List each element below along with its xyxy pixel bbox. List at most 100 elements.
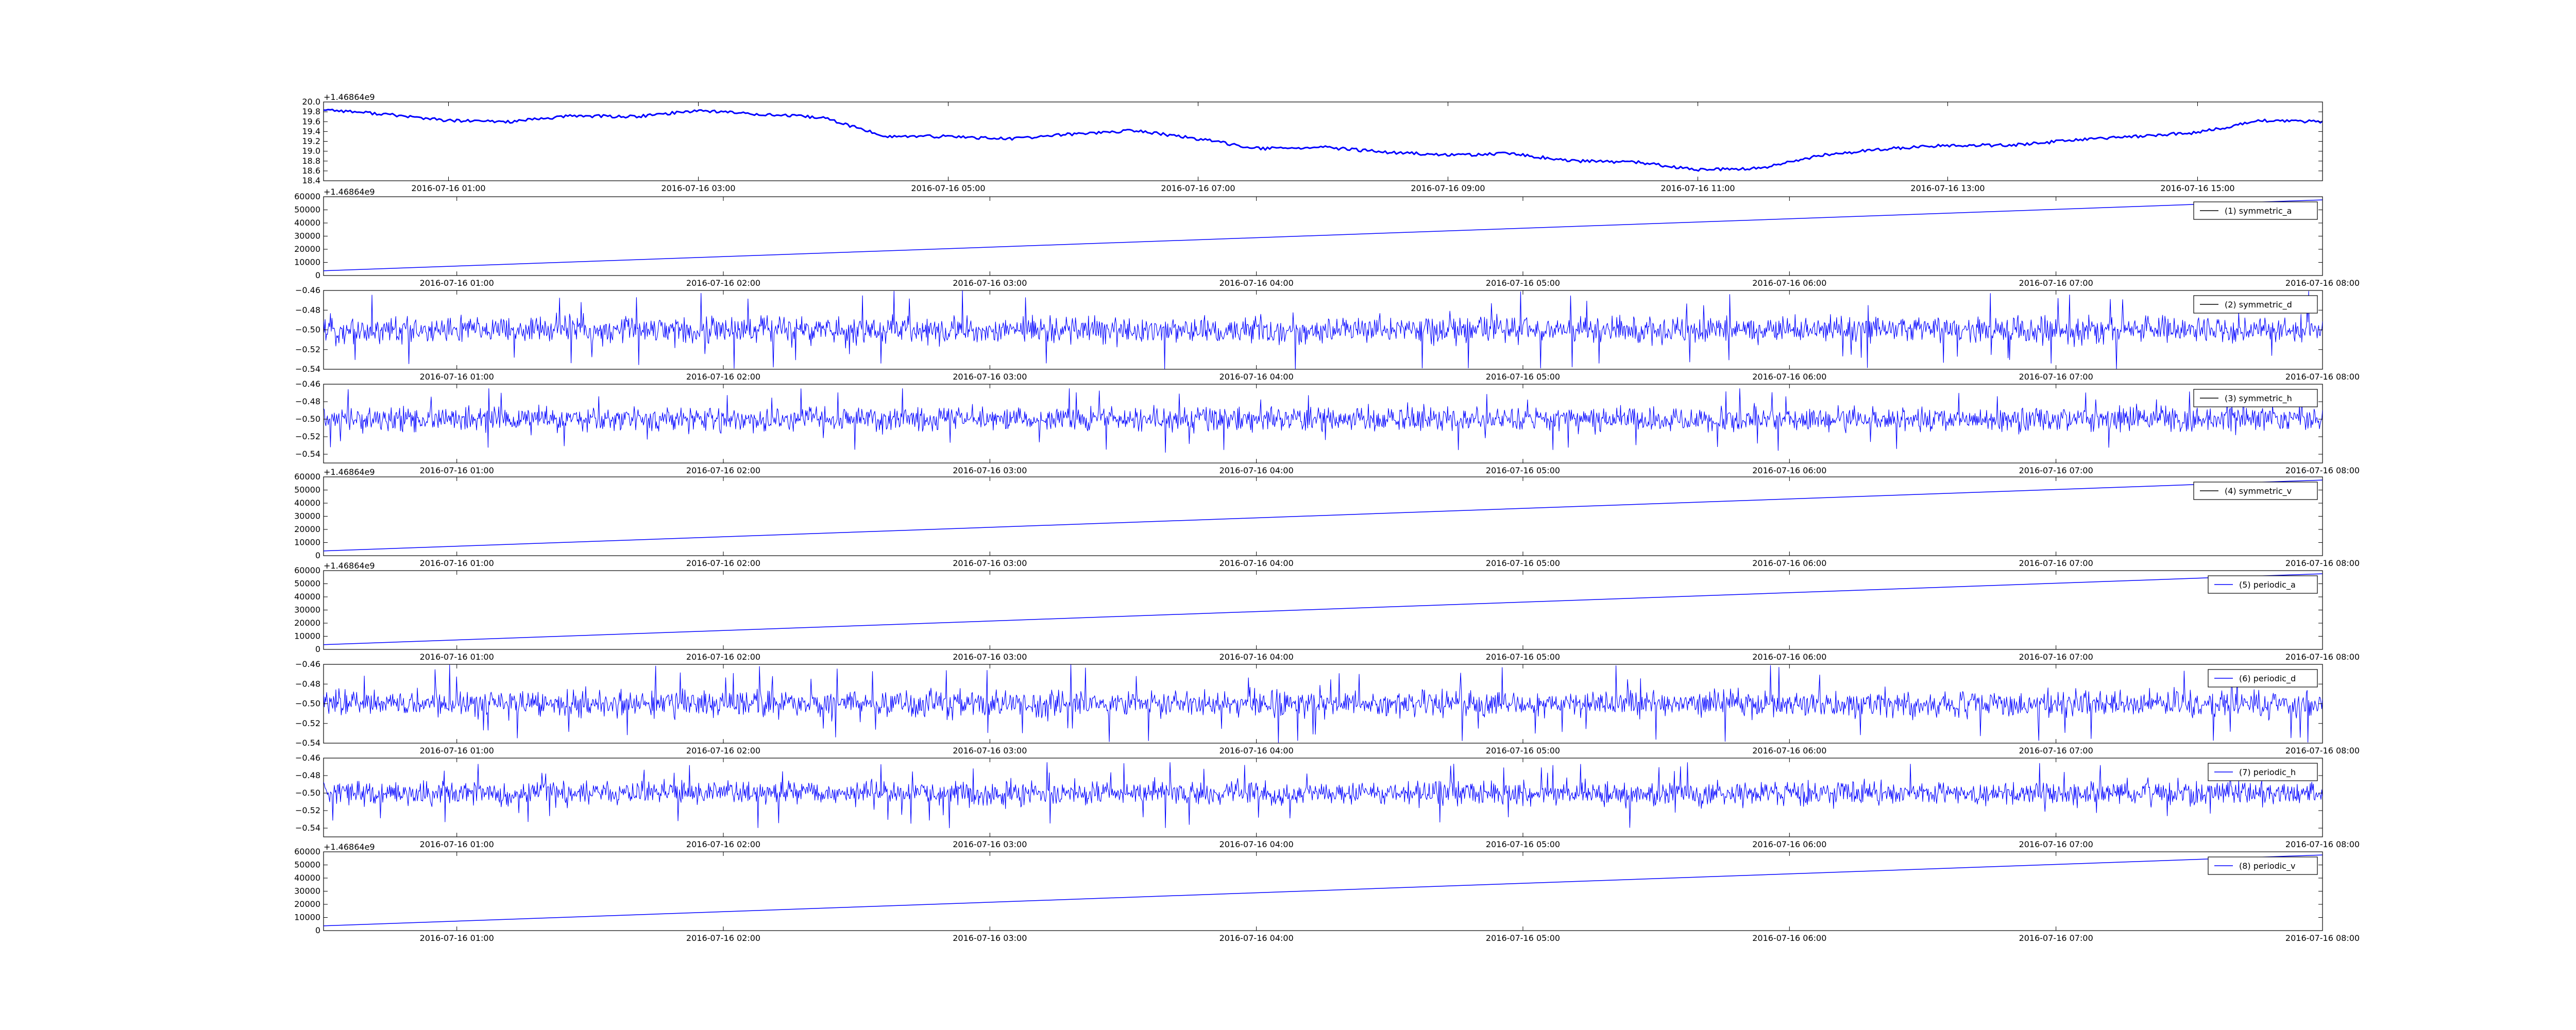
axes-frame [323, 384, 2323, 464]
y-tick-label: −0.50 [295, 699, 320, 709]
x-tick-label: 2016-07-16 01:00 [420, 372, 494, 382]
x-tick-label: 2016-07-16 01:00 [420, 558, 494, 568]
x-tick-label: 2016-07-16 01:00 [420, 278, 494, 288]
x-tick-label: 2016-07-16 03:00 [953, 278, 1027, 288]
axis-offset-text: +1.46864e9 [324, 842, 375, 852]
x-tick-label: 2016-07-16 06:00 [1752, 466, 1826, 475]
x-tick-label: 2016-07-16 06:00 [1752, 933, 1826, 943]
axes-frame [323, 101, 2323, 181]
axes-frame [323, 196, 2323, 276]
x-tick-label: 2016-07-16 05:00 [1486, 278, 1560, 288]
x-tick-label: 2016-07-16 03:00 [953, 652, 1027, 662]
y-tick-label: 50000 [294, 860, 320, 870]
y-tick-label: 60000 [294, 192, 320, 201]
x-tick-label: 2016-07-16 04:00 [1219, 839, 1294, 849]
legend-label: (4) symmetric_v [2225, 486, 2292, 496]
y-tick-label: −0.52 [295, 345, 320, 354]
x-tick-label: 2016-07-16 03:00 [953, 466, 1027, 475]
y-tick-label: −0.54 [295, 449, 320, 459]
y-tick-label: 0 [315, 270, 320, 280]
x-tick-label: 2016-07-16 05:00 [1486, 839, 1560, 849]
axes-frame [323, 570, 2323, 650]
x-tick-label: 2016-07-16 02:00 [686, 558, 760, 568]
y-tick-label: −0.54 [295, 738, 320, 748]
x-tick-label: 2016-07-16 03:00 [953, 372, 1027, 382]
y-tick-label: 0 [315, 925, 320, 935]
x-tick-label: 2016-07-16 06:00 [1752, 839, 1826, 849]
x-tick-label: 2016-07-16 01:00 [420, 746, 494, 756]
x-tick-label: 2016-07-16 08:00 [2285, 372, 2360, 382]
subplot-2: 0 10000 20000 30000 40000 50000 60000 2016-07-1… [294, 187, 2360, 288]
y-tick-label: −0.48 [295, 305, 320, 315]
x-tick-label: 2016-07-16 05:00 [911, 183, 985, 193]
y-tick-label: −0.52 [295, 805, 320, 815]
legend-label: (1) symmetric_a [2225, 206, 2292, 216]
y-tick-label: 40000 [294, 592, 320, 602]
y-tick-label: −0.54 [295, 823, 320, 833]
subplot-5: 0 10000 20000 30000 40000 50000 60000 2016-07-1… [294, 467, 2360, 568]
x-tick-label: 2016-07-16 11:00 [1660, 183, 1735, 193]
axis-offset-text: +1.46864e9 [324, 467, 375, 477]
series-line [324, 573, 2323, 645]
legend-label: (2) symmetric_d [2225, 300, 2292, 310]
y-tick-label: −0.48 [295, 770, 320, 780]
x-tick-label: 2016-07-16 07:00 [2019, 746, 2093, 756]
axes-frame [323, 758, 2323, 837]
x-tick-label: 2016-07-16 06:00 [1752, 372, 1826, 382]
x-tick-label: 2016-07-16 07:00 [2019, 466, 2093, 475]
x-tick-label: 2016-07-16 04:00 [1219, 558, 1294, 568]
axes-frame [323, 664, 2323, 744]
y-tick-label: 50000 [294, 579, 320, 589]
y-tick-label: −0.50 [295, 325, 320, 335]
x-tick-label: 2016-07-16 07:00 [2019, 278, 2093, 288]
x-tick-label: 2016-07-16 06:00 [1752, 278, 1826, 288]
y-tick-label: 10000 [294, 538, 320, 547]
x-tick-label: 2016-07-16 09:00 [1411, 183, 1485, 193]
x-tick-label: 2016-07-16 02:00 [686, 278, 760, 288]
axis-offset-text: +1.46864e9 [324, 187, 375, 197]
x-tick-label: 2016-07-16 01:00 [420, 466, 494, 475]
x-tick-label: 2016-07-16 01:00 [420, 839, 494, 849]
y-tick-label: 60000 [294, 565, 320, 575]
y-tick-label: 30000 [294, 605, 320, 615]
y-tick-label: −0.54 [295, 364, 320, 374]
y-tick-label: 18.4 [302, 176, 320, 185]
x-tick-label: 2016-07-16 01:00 [411, 183, 485, 193]
legend: (1) symmetric_a [2193, 201, 2318, 220]
x-tick-label: 2016-07-16 01:00 [420, 652, 494, 662]
y-tick-label: −0.46 [295, 285, 320, 295]
legend: (6) periodic_d [2208, 669, 2318, 688]
legend: (3) symmetric_h [2193, 389, 2318, 407]
series-line [324, 199, 2323, 271]
x-tick-label: 2016-07-16 08:00 [2285, 652, 2360, 662]
y-tick-label: 60000 [294, 847, 320, 856]
x-tick-label: 2016-07-16 04:00 [1219, 466, 1294, 475]
subplot-4: −0.54 −0.52 −0.50 −0.48 −0.46 2016-07-16 01:0… [295, 379, 2360, 475]
x-tick-label: 2016-07-16 03:00 [953, 839, 1027, 849]
x-tick-label: 2016-07-16 08:00 [2285, 278, 2360, 288]
x-tick-label: 2016-07-16 04:00 [1219, 933, 1294, 943]
subplot-8: −0.54 −0.52 −0.50 −0.48 −0.46 2016-07-16 01:0… [295, 753, 2360, 849]
x-tick-label: 2016-07-16 15:00 [2160, 183, 2234, 193]
x-tick-label: 2016-07-16 05:00 [1486, 933, 1560, 943]
x-tick-label: 2016-07-16 05:00 [1486, 558, 1560, 568]
x-tick-label: 2016-07-16 07:00 [1161, 183, 1235, 193]
x-tick-label: 2016-07-16 03:00 [953, 746, 1027, 756]
x-tick-label: 2016-07-16 07:00 [2019, 372, 2093, 382]
axis-offset-text: +1.46864e9 [324, 92, 375, 102]
x-tick-label: 2016-07-16 07:00 [2019, 652, 2093, 662]
y-tick-label: 20000 [294, 899, 320, 909]
axes-frame [323, 476, 2323, 556]
subplot-1: 18.418.618.819.019.219.419.619.820.0 2016… [302, 92, 2323, 193]
legend-label: (3) symmetric_h [2225, 393, 2292, 404]
x-tick-label: 2016-07-16 04:00 [1219, 652, 1294, 662]
subplot-6: 0 10000 20000 30000 40000 50000 60000 2016-07-1… [294, 561, 2360, 662]
y-tick-label: 20000 [294, 244, 320, 254]
series-line [324, 290, 2323, 369]
x-tick-label: 2016-07-16 01:00 [420, 933, 494, 943]
legend-label: (6) periodic_d [2239, 674, 2296, 684]
legend: (2) symmetric_d [2193, 295, 2318, 314]
x-tick-label: 2016-07-16 08:00 [2285, 746, 2360, 756]
subplot-3: −0.54 −0.52 −0.50 −0.48 −0.46 2016-07-16 01:0… [295, 285, 2360, 382]
y-tick-label: −0.52 [295, 432, 320, 441]
